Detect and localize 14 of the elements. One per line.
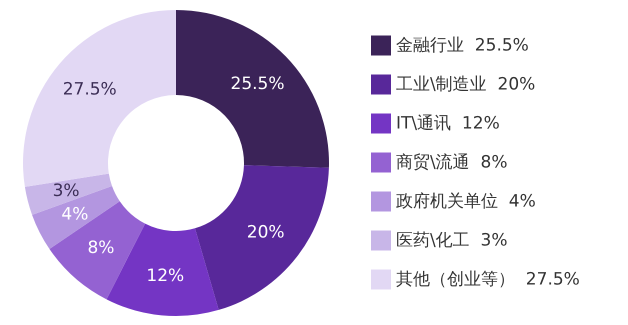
data-label: 8% xyxy=(87,238,114,258)
data-label: 4% xyxy=(61,204,88,225)
data-label: 20% xyxy=(246,222,285,243)
legend-label: IT\通讯 12% xyxy=(396,114,500,134)
legend-label: 商贸\流通 8% xyxy=(396,152,508,172)
legend-label: 政府机关单位 4% xyxy=(396,192,536,212)
legend-label: 其他（创业等） 27.5% xyxy=(396,270,580,290)
data-label: 12% xyxy=(146,266,184,286)
data-label: 25.5% xyxy=(230,74,285,94)
legend-label: 金融行业 25.5% xyxy=(396,36,529,56)
legend-label: 工业\制造业 20% xyxy=(396,74,536,94)
data-label: 27.5% xyxy=(62,79,117,100)
data-label: 3% xyxy=(52,181,80,202)
legend-label: 医药\化工 3% xyxy=(396,230,508,250)
